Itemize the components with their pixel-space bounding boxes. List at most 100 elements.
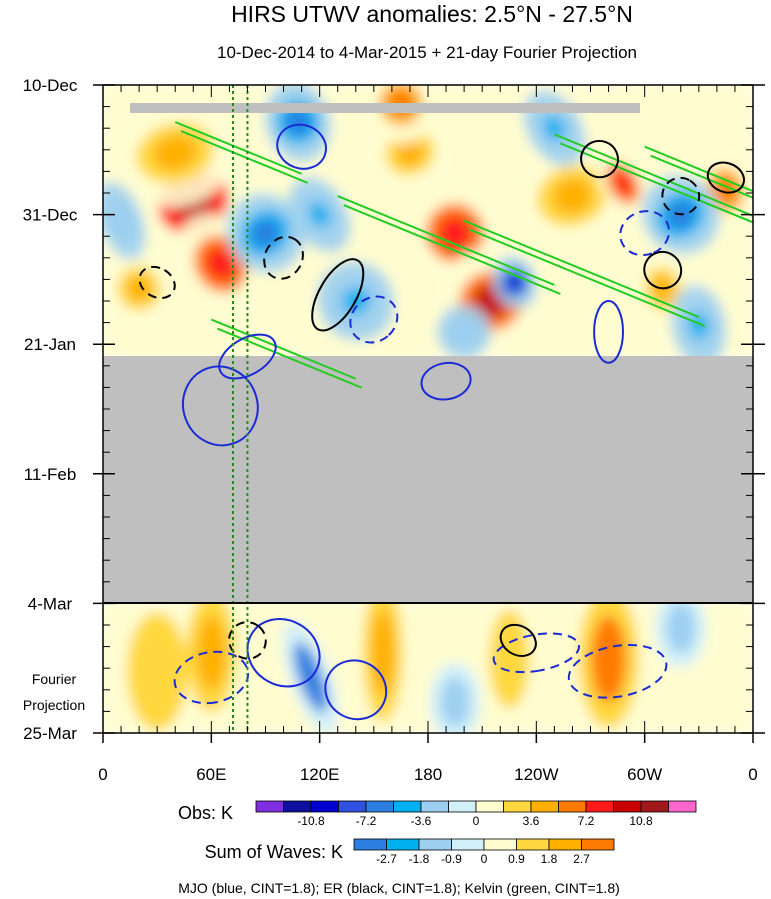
- anomaly-core: [506, 273, 523, 292]
- waves-color-box: [451, 838, 485, 851]
- obs-color-box: [585, 800, 614, 813]
- er-contour: [643, 250, 683, 290]
- y-tick-label: 10-Dec: [23, 76, 78, 95]
- kelvin-contour: [560, 142, 753, 224]
- waves-tick-label: 0.9: [508, 852, 525, 866]
- anomaly-core: [205, 247, 236, 281]
- er-contour: [263, 235, 304, 280]
- er-contour: [499, 623, 537, 657]
- anomaly-core: [127, 275, 152, 302]
- x-tick-label: 60W: [627, 765, 662, 784]
- waves-colorbar: Sum of Waves: K -2.7 -1.8 -0.9 0 0.9 1.8 2.7: [205, 838, 615, 866]
- anomaly-core: [112, 208, 130, 234]
- mjo-contour: [492, 632, 580, 674]
- projection-patch: [440, 677, 470, 727]
- obs-color-box: [640, 800, 669, 813]
- mjo-contour: [420, 361, 472, 401]
- obs-color-box: [530, 800, 559, 813]
- mjo-contour: [218, 333, 277, 380]
- y-tick-label: 25-Mar: [23, 724, 77, 743]
- projection-label-line1: Fourier: [32, 671, 77, 687]
- obs-tick-label: -10.8: [297, 814, 325, 828]
- kelvin-contour: [337, 195, 555, 286]
- anomaly-core: [153, 135, 197, 171]
- anomaly-core: [552, 178, 593, 214]
- obs-color-box: [338, 800, 367, 813]
- anomaly-core: [454, 323, 475, 341]
- x-tick-label: 120E: [300, 765, 340, 784]
- anomaly-core: [308, 202, 331, 227]
- obs-tick-label: 0: [473, 814, 480, 828]
- anomaly-core: [286, 109, 310, 135]
- x-tick-label: 0: [98, 765, 107, 784]
- obs-color-box: [420, 800, 449, 813]
- y-axis: 10-Dec 31-Dec 21-Jan 11-Feb 4-Mar 25-Mar: [23, 76, 765, 743]
- wave-contours: [138, 121, 753, 721]
- waves-color-box: [548, 838, 582, 851]
- obs-color-box: [283, 800, 312, 813]
- waves-color-box: [386, 838, 420, 851]
- kelvin-contour: [463, 219, 700, 318]
- kelvin-contour: [644, 145, 753, 193]
- x-axis: 0 60E 120E 180 120W 60W 0: [98, 85, 758, 784]
- projection-patch: [591, 615, 626, 703]
- mjo-contour: [246, 618, 321, 688]
- kelvin-contour: [343, 204, 561, 295]
- anomaly-core: [543, 115, 566, 141]
- waves-tick-label: 0: [481, 852, 488, 866]
- kelvin-contour: [469, 228, 706, 327]
- obs-color-box: [558, 800, 587, 813]
- er-contour: [580, 139, 619, 179]
- mjo-contour: [182, 365, 259, 447]
- anomaly-core: [396, 139, 424, 166]
- waves-tick-label: 1.8: [541, 852, 558, 866]
- obs-color-box: [255, 800, 284, 813]
- waves-tick-label: 2.7: [573, 852, 590, 866]
- er-contour: [138, 265, 176, 300]
- y-tick-label: 11-Feb: [24, 465, 77, 484]
- kelvin-contour: [650, 154, 753, 199]
- obs-tick-label: 10.8: [629, 814, 653, 828]
- mjo-contour: [619, 210, 671, 257]
- mjo-contour: [593, 300, 624, 364]
- obs-legend-label: Obs: K: [178, 803, 233, 823]
- waves-color-box: [516, 838, 550, 851]
- waves-tick-label: -0.9: [441, 852, 462, 866]
- missing-data-region: [103, 356, 753, 604]
- x-tick-label: 180: [414, 765, 442, 784]
- waves-color-box: [353, 838, 387, 851]
- waves-color-box: [581, 838, 615, 851]
- obs-color-box: [365, 800, 394, 813]
- obs-tick-label: 7.2: [578, 814, 595, 828]
- missing-data-strip: [130, 103, 640, 113]
- projection-patch: [666, 603, 696, 653]
- er-contour: [311, 258, 365, 332]
- obs-color-box: [668, 800, 697, 813]
- anomaly-core: [251, 219, 280, 247]
- projection-patch: [196, 615, 226, 690]
- anomaly-core: [688, 312, 709, 339]
- kelvin-contour: [210, 318, 357, 380]
- x-tick-label: 120W: [514, 765, 558, 784]
- chart-title: HIRS UTWV anomalies: 2.5°N - 27.5°N: [231, 1, 633, 27]
- obs-color-box: [393, 800, 422, 813]
- waves-color-box: [483, 838, 517, 851]
- projection-patch: [371, 609, 395, 696]
- projection-patch: [497, 628, 521, 690]
- er-contour: [706, 161, 746, 194]
- anomaly-core: [613, 171, 633, 196]
- obs-tick-label: -7.2: [356, 814, 377, 828]
- kelvin-contour: [554, 133, 753, 217]
- y-tick-label: 21-Jan: [24, 335, 76, 354]
- x-tick-label: 0: [748, 765, 757, 784]
- chart-subtitle: 10-Dec-2014 to 4-Mar-2015 + 21-day Fouri…: [217, 43, 637, 62]
- contour-note: MJO (blue, CINT=1.8); ER (black, CINT=1.…: [178, 880, 620, 896]
- observed-anomaly-field: [103, 85, 753, 367]
- obs-color-box: [448, 800, 477, 813]
- obs-color-box: [310, 800, 339, 813]
- er-contour: [228, 621, 267, 660]
- projection-anomaly-field: [103, 583, 753, 733]
- projection-label-line2: Projection: [23, 697, 85, 713]
- y-tick-label: 4-Mar: [28, 594, 73, 613]
